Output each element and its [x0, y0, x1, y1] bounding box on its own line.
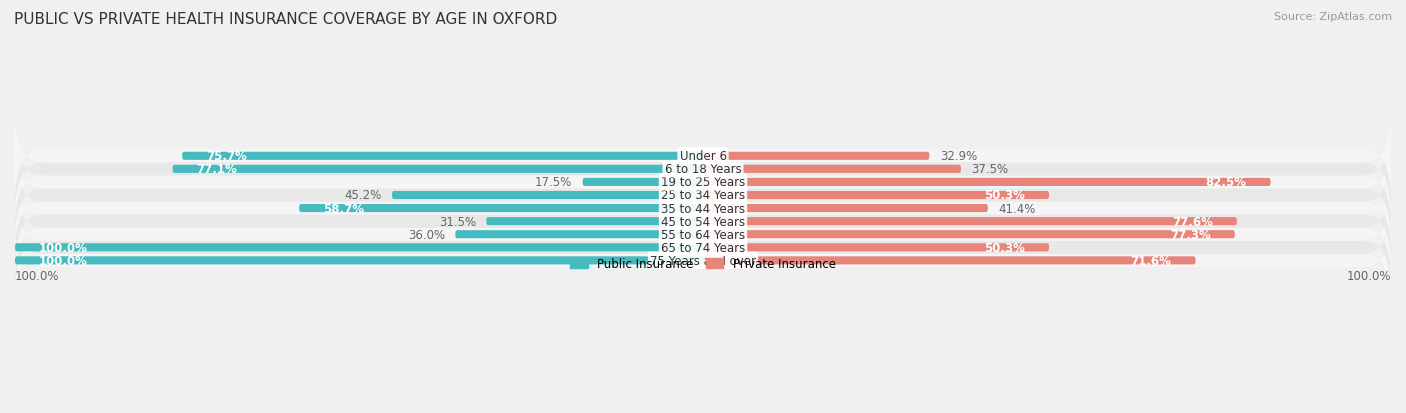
Text: 35 to 44 Years: 35 to 44 Years	[661, 202, 745, 215]
FancyBboxPatch shape	[299, 204, 703, 213]
Legend: Public Insurance, Private Insurance: Public Insurance, Private Insurance	[565, 253, 841, 275]
Text: 77.3%: 77.3%	[1170, 228, 1211, 241]
Text: 25 to 34 Years: 25 to 34 Years	[661, 189, 745, 202]
FancyBboxPatch shape	[456, 230, 703, 239]
Text: 75.7%: 75.7%	[207, 150, 247, 163]
Text: 50.3%: 50.3%	[984, 241, 1025, 254]
Text: 100.0%: 100.0%	[39, 254, 89, 267]
FancyBboxPatch shape	[15, 163, 1391, 254]
Text: 45 to 54 Years: 45 to 54 Years	[661, 215, 745, 228]
Text: 32.9%: 32.9%	[939, 150, 977, 163]
Text: 45.2%: 45.2%	[344, 189, 381, 202]
Text: 75 Years and over: 75 Years and over	[650, 254, 756, 267]
FancyBboxPatch shape	[15, 257, 703, 265]
FancyBboxPatch shape	[703, 204, 988, 213]
FancyBboxPatch shape	[15, 189, 1391, 280]
Text: 36.0%: 36.0%	[408, 228, 446, 241]
FancyBboxPatch shape	[392, 192, 703, 199]
FancyBboxPatch shape	[15, 150, 1391, 241]
FancyBboxPatch shape	[703, 257, 1195, 265]
FancyBboxPatch shape	[183, 152, 703, 160]
Text: 100.0%: 100.0%	[39, 241, 89, 254]
Text: 71.6%: 71.6%	[1130, 254, 1171, 267]
Text: 31.5%: 31.5%	[439, 215, 477, 228]
FancyBboxPatch shape	[582, 178, 703, 187]
FancyBboxPatch shape	[15, 244, 703, 252]
Text: PUBLIC VS PRIVATE HEALTH INSURANCE COVERAGE BY AGE IN OXFORD: PUBLIC VS PRIVATE HEALTH INSURANCE COVER…	[14, 12, 557, 27]
Text: 17.5%: 17.5%	[536, 176, 572, 189]
FancyBboxPatch shape	[703, 244, 1049, 252]
Text: Source: ZipAtlas.com: Source: ZipAtlas.com	[1274, 12, 1392, 22]
FancyBboxPatch shape	[15, 124, 1391, 215]
Text: 77.6%: 77.6%	[1173, 215, 1213, 228]
FancyBboxPatch shape	[15, 202, 1391, 293]
FancyBboxPatch shape	[703, 230, 1234, 239]
Text: 77.1%: 77.1%	[197, 163, 238, 176]
Text: 37.5%: 37.5%	[972, 163, 1008, 176]
Text: 58.7%: 58.7%	[323, 202, 364, 215]
FancyBboxPatch shape	[15, 176, 1391, 267]
FancyBboxPatch shape	[703, 192, 1049, 199]
Text: 100.0%: 100.0%	[15, 269, 59, 282]
Text: 65 to 74 Years: 65 to 74 Years	[661, 241, 745, 254]
FancyBboxPatch shape	[703, 165, 960, 173]
Text: 19 to 25 Years: 19 to 25 Years	[661, 176, 745, 189]
Text: 41.4%: 41.4%	[998, 202, 1036, 215]
FancyBboxPatch shape	[15, 111, 1391, 202]
FancyBboxPatch shape	[703, 152, 929, 160]
Text: Under 6: Under 6	[679, 150, 727, 163]
FancyBboxPatch shape	[486, 218, 703, 225]
FancyBboxPatch shape	[703, 178, 1271, 187]
FancyBboxPatch shape	[15, 137, 1391, 228]
Text: 82.5%: 82.5%	[1205, 176, 1247, 189]
Text: 100.0%: 100.0%	[1347, 269, 1391, 282]
FancyBboxPatch shape	[703, 218, 1237, 225]
FancyBboxPatch shape	[173, 165, 703, 173]
Text: 50.3%: 50.3%	[984, 189, 1025, 202]
FancyBboxPatch shape	[15, 215, 1391, 306]
Text: 6 to 18 Years: 6 to 18 Years	[665, 163, 741, 176]
Text: 55 to 64 Years: 55 to 64 Years	[661, 228, 745, 241]
